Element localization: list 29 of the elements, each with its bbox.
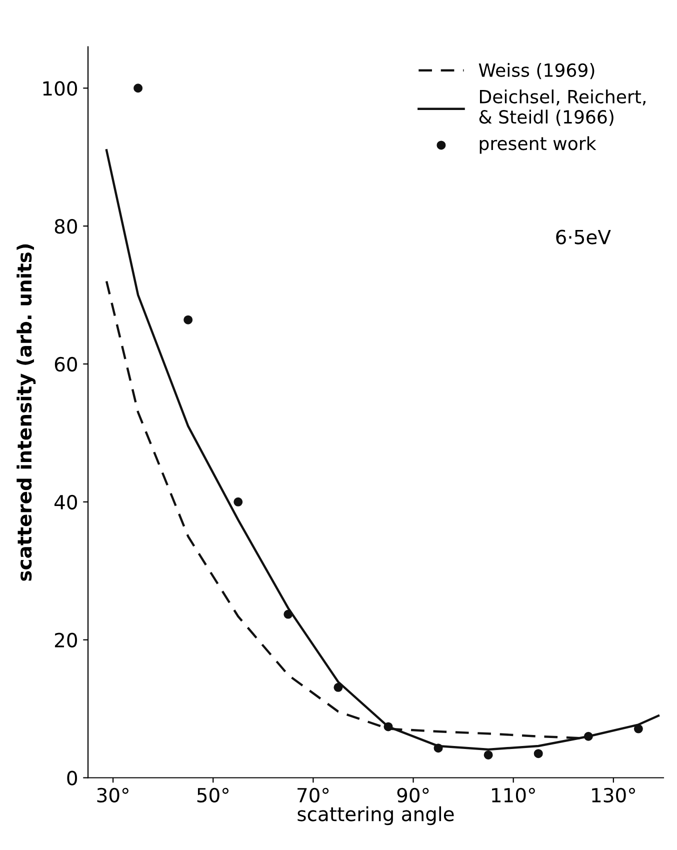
legend-label: Weiss (1969) [478, 63, 594, 80]
x-tick-label: 30° [97, 788, 128, 803]
point [384, 722, 393, 732]
point [534, 749, 543, 758]
y-tick-label: 60 [54, 356, 77, 372]
point [134, 84, 143, 93]
x-tick-label: 50° [197, 788, 228, 803]
x-tick-label: 130° [592, 788, 635, 803]
y-tick-label: 100 [43, 81, 77, 96]
y-tick-label: 80 [54, 219, 77, 234]
point [184, 315, 193, 324]
point [234, 497, 243, 506]
point [334, 682, 343, 692]
x-axis-title: scattering angle [298, 806, 454, 826]
y-axis-title: scattered intensity (arb. units) [16, 244, 36, 581]
y-tick-label: 40 [54, 494, 77, 510]
point [484, 750, 493, 760]
y-tick-label: 0 [67, 770, 77, 786]
y-tick-label: 20 [54, 632, 77, 648]
x-tick-label: 90° [397, 788, 429, 803]
annotation: 6·5eV [556, 230, 611, 244]
point [634, 724, 643, 734]
x-tick-label: 110° [492, 788, 535, 803]
point [584, 732, 593, 741]
legend-label: Deichsel, Reichert, & Steidl (1966) [479, 90, 646, 126]
legend-label: present work [480, 136, 596, 154]
x-tick-label: 70° [298, 788, 329, 803]
point [284, 610, 293, 619]
point [434, 744, 443, 753]
